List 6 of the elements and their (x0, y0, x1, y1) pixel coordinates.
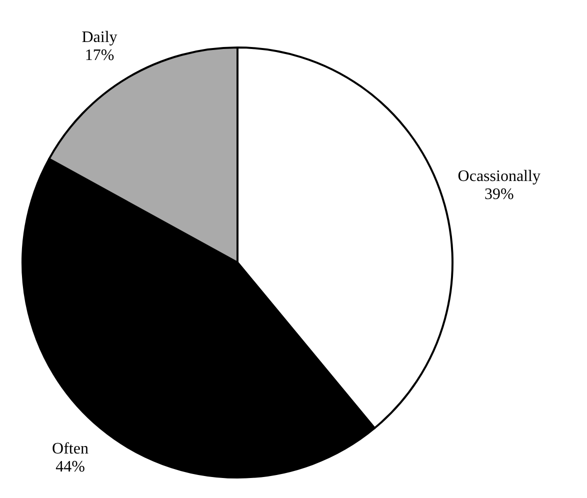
data-label: 39% (484, 186, 514, 203)
data-label: 44% (56, 458, 85, 476)
slice-label: Often (52, 440, 88, 458)
slice-label: Daily (82, 28, 118, 46)
data-label: 17% (84, 46, 114, 64)
slice-label: Ocassionally (458, 168, 540, 185)
